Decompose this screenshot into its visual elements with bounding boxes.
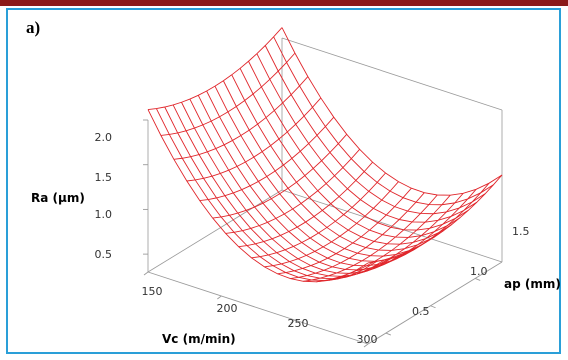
- axis-box-edge: [147, 189, 283, 273]
- surface-gridline-ap: [231, 74, 452, 245]
- x-axis-tick: [363, 343, 369, 348]
- y-axis-line: [367, 261, 503, 345]
- z-tick-label: 1.0: [95, 208, 113, 221]
- surface-gridline-ap: [147, 109, 369, 283]
- x-axis-label: Vc (m/min): [162, 332, 236, 346]
- y-tick-label: 1.0: [470, 265, 488, 278]
- x-tick-label: 300: [357, 333, 378, 346]
- surface-gridline-vc: [147, 27, 283, 110]
- surface-gridline-ap: [155, 108, 377, 281]
- surface-gridline-ap: [256, 53, 478, 223]
- x-tick-label: 250: [288, 317, 309, 330]
- y-axis-ticks: 0.5 1.0 1.5: [412, 225, 530, 318]
- surface-gridline-ap: [239, 68, 461, 238]
- x-axis-tick: [217, 295, 222, 300]
- y-axis-tick: [385, 332, 392, 336]
- surface-gridline-vc: [354, 182, 490, 272]
- surface-gridline-ap: [181, 102, 402, 274]
- z-axis-ticks: 2.0 1.5 1.0 0.5: [95, 131, 113, 261]
- surface-gridline-ap: [189, 98, 411, 271]
- surface-gridline-vc: [367, 174, 503, 264]
- surface-gridline-ap: [281, 27, 503, 196]
- x-axis-tick: [290, 319, 295, 324]
- x-axis-line: [147, 271, 369, 345]
- axis-box-edge: [281, 37, 503, 111]
- y-axis-tick: [430, 305, 436, 309]
- surface-gridline-ap: [172, 104, 394, 277]
- z-tick-label: 0.5: [95, 248, 113, 261]
- z-tick-label: 2.0: [95, 131, 113, 144]
- surface-gridline-ap: [248, 61, 469, 231]
- x-tick-label: 200: [217, 302, 238, 315]
- surface-gridline-ap: [206, 90, 427, 262]
- surface-gridline-ap: [222, 80, 444, 251]
- surface-gridline-ap: [164, 106, 385, 280]
- y-tick-label: 0.5: [412, 305, 430, 318]
- x-axis-ticks: 150 200 250 300: [142, 285, 378, 346]
- panel-label: a): [26, 18, 41, 37]
- axes-box-front: [143, 119, 503, 348]
- y-tick-label: 1.5: [512, 225, 530, 238]
- x-axis-tick: [143, 271, 149, 276]
- surface-gridline-ap: [273, 36, 494, 206]
- y-axis-label: ap (mm): [504, 277, 561, 291]
- surface-gridline-ap: [264, 45, 486, 215]
- surface-gridline-ap: [214, 85, 436, 257]
- axes-box-back: [147, 37, 503, 273]
- z-axis-label: Ra (µm): [31, 191, 85, 205]
- y-axis-tick: [475, 277, 481, 281]
- response-surface: [147, 27, 503, 283]
- top-strip: [0, 0, 568, 6]
- surface-gridline-ap: [197, 95, 419, 267]
- z-tick-label: 1.5: [95, 171, 113, 184]
- figure-border: [6, 8, 561, 354]
- x-tick-label: 150: [142, 285, 163, 298]
